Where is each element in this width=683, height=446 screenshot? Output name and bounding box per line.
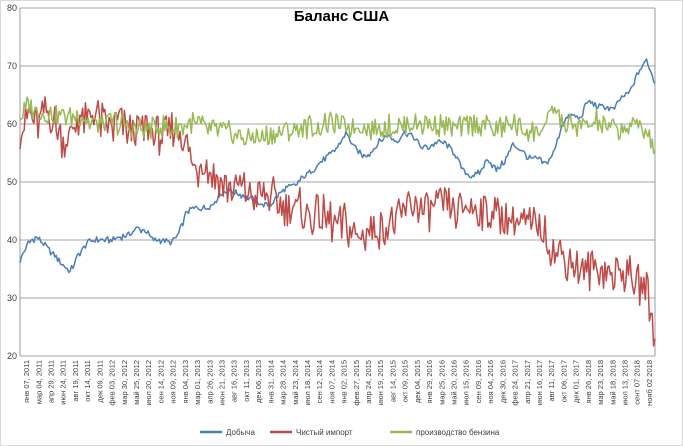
legend-label: производство бензина (416, 428, 500, 437)
x-tick-label: июн 16, 2017 (535, 360, 544, 405)
x-tick-label: окт 06, 2017 (559, 360, 568, 402)
x-tick-label: май 25, 2012 (132, 360, 141, 405)
x-tick-label: мар 01, 2013 (193, 360, 202, 405)
x-tick-label: сент 07 2018 (633, 360, 642, 405)
y-tick-label: 60 (7, 119, 17, 129)
x-tick-label: апр 26, 2013 (205, 360, 214, 404)
x-tick-label: июл 20, 2012 (144, 360, 153, 405)
x-tick-label: авг 16, 2013 (230, 360, 239, 402)
x-tick-label: мар 30, 2012 (120, 360, 129, 405)
x-tick-label: мар 04, 2011 (34, 360, 43, 404)
x-tick-label: дек 30, 2016 (498, 360, 507, 403)
x-tick-label: июл 18, 2014 (303, 360, 312, 405)
x-tick-label: ноя 07, 2014 (327, 360, 336, 404)
x-tick-label: дек 06, 2013 (254, 360, 263, 403)
x-tick-label: авг 11, 2017 (547, 360, 556, 402)
y-tick-label: 80 (7, 3, 17, 13)
x-tick-label: июн 24, 2011 (59, 360, 68, 405)
legend-label: Добыча (226, 428, 255, 437)
x-tick-label: фев 27, 2015 (352, 360, 361, 406)
y-tick-label: 70 (7, 61, 17, 71)
x-tick-label: мар 23, 2018 (596, 360, 605, 405)
x-tick-label: мар 25, 2016 (437, 360, 446, 405)
x-tick-label: июн 19, 2015 (376, 360, 385, 405)
series-line-0 (19, 58, 656, 274)
y-tick-label: 30 (7, 293, 17, 303)
y-tick-label: 20 (7, 351, 17, 361)
series-line-2 (19, 96, 656, 155)
x-tick-label: окт 11, 2013 (242, 360, 251, 402)
x-tick-label: авг 19, 2011 (71, 360, 80, 402)
x-tick-label: апр 29, 2011 (47, 360, 56, 403)
chart-title: Баланс США (293, 8, 390, 25)
x-tick-label: янв 04, 2013 (181, 360, 190, 403)
x-tick-label: апр 24, 2015 (364, 360, 373, 404)
x-tick-label: ноя 09, 2012 (169, 360, 178, 404)
x-tick-label: ноя 04, 2016 (486, 360, 495, 404)
x-tick-label: сен 09, 2016 (474, 360, 483, 403)
x-tick-label: окт 14, 2011 (83, 360, 92, 402)
x-tick-label: дек 01, 2017 (572, 360, 581, 403)
y-tick-label: 40 (7, 235, 17, 245)
x-tick-label: июн 21, 2013 (217, 360, 226, 405)
x-tick-label: май 18, 2018 (608, 360, 617, 405)
x-tick-label: янв 07, 2011 (22, 360, 31, 403)
x-tick-label: янв 26, 2018 (584, 360, 593, 403)
x-tick-label: авг 14, 2015 (388, 360, 397, 402)
x-tick-label: фев 03, 2012 (108, 360, 117, 406)
x-tick-label: июл 13, 2018 (620, 360, 629, 405)
x-tick-label: май 20, 2016 (450, 360, 459, 405)
x-tick-label: янв 31, 2014 (266, 360, 275, 403)
x-tick-label: май 23, 2014 (291, 360, 300, 405)
x-tick-label: дек 09, 2011 (95, 360, 104, 403)
legend-label: Чистый импорт (296, 428, 353, 437)
x-tick-label: мар 28, 2014 (279, 360, 288, 405)
x-tick-label: апр 21, 2017 (523, 360, 532, 404)
x-tick-label: фев 24, 2017 (511, 360, 520, 406)
x-tick-label: сен 12, 2014 (315, 360, 324, 403)
x-tick-label: сен 14, 2012 (156, 360, 165, 403)
y-tick-label: 50 (7, 177, 17, 187)
x-tick-label: дек 04, 2015 (413, 360, 422, 403)
x-tick-label: окт 09, 2015 (401, 360, 410, 402)
x-tick-label: нояб 02 2018 (645, 360, 654, 406)
x-tick-label: янв 29, 2016 (425, 360, 434, 403)
x-tick-label: июл 15, 2016 (462, 360, 471, 405)
x-tick-label: янв 02, 2015 (340, 360, 349, 403)
